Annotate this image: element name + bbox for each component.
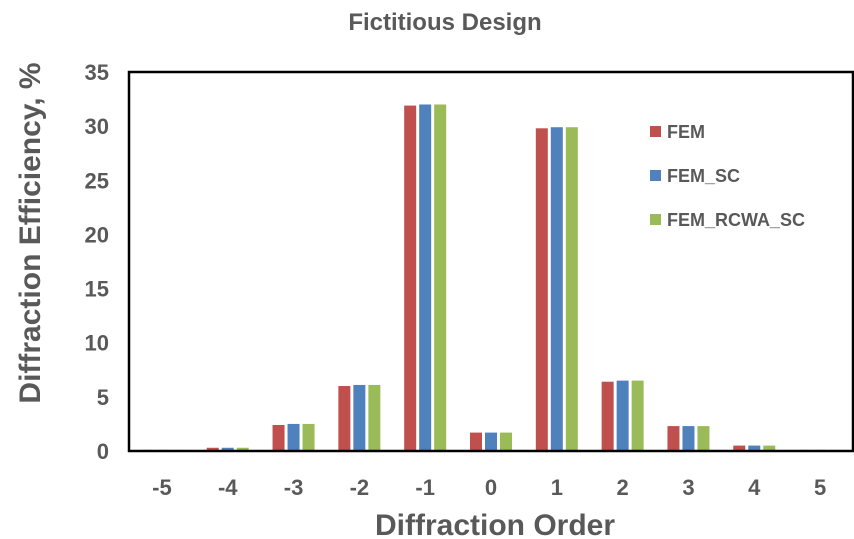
legend-label-fem-rcwa-sc: FEM_RCWA_SC bbox=[667, 210, 805, 230]
bar-fem-sc-3 bbox=[682, 426, 695, 451]
x-tick-label: 2 bbox=[617, 475, 629, 500]
bar-fem-sc--2 bbox=[353, 384, 366, 451]
legend-swatch-fem bbox=[650, 126, 661, 137]
bar-fem-rcwa-sc-0 bbox=[500, 432, 512, 451]
bar-fem-3 bbox=[667, 426, 680, 451]
bar-fem--3 bbox=[272, 425, 285, 451]
plot-frame bbox=[127, 70, 854, 453]
bar-fem--4 bbox=[206, 447, 219, 451]
bar-fem-sc--1 bbox=[419, 104, 432, 451]
x-tick-label: -5 bbox=[152, 475, 172, 500]
bar-fem-rcwa-sc-3 bbox=[697, 426, 710, 451]
bar-fem--2 bbox=[338, 386, 351, 451]
legend-swatch-fem-sc bbox=[650, 170, 661, 181]
legend-label-fem: FEM bbox=[667, 122, 705, 142]
x-tick-label: 4 bbox=[748, 475, 761, 500]
y-tick-label: 5 bbox=[97, 385, 109, 410]
y-tick-label: 25 bbox=[85, 168, 109, 193]
legend-swatch-fem-rcwa-sc bbox=[650, 214, 661, 225]
x-tick-label: -1 bbox=[415, 475, 435, 500]
bar-fem-rcwa-sc-4 bbox=[763, 445, 776, 451]
bar-fem-1 bbox=[535, 128, 548, 451]
plot-area: 0 5 10 15 20 25 30 35 -5 -4 -3 -2 -1 0 1 2 3 4 5 bbox=[85, 60, 854, 500]
x-tick-label: -4 bbox=[218, 475, 238, 500]
y-tick-label: 0 bbox=[97, 439, 109, 464]
y-tick-label: 35 bbox=[85, 60, 109, 85]
bar-fem--1 bbox=[404, 105, 417, 451]
y-tick-label: 20 bbox=[85, 222, 109, 247]
x-tick-label: -2 bbox=[350, 475, 370, 500]
bar-fem-sc--3 bbox=[287, 423, 300, 451]
bar-fem-sc-0 bbox=[485, 432, 497, 451]
x-axis-label: Diffraction Order bbox=[375, 509, 615, 539]
legend: FEM FEM_SC FEM_RCWA_SC bbox=[650, 122, 805, 230]
bar-fem-rcwa-sc--2 bbox=[368, 384, 381, 451]
bar-fem-rcwa-sc--3 bbox=[302, 423, 315, 451]
bar-fem-sc-1 bbox=[550, 127, 563, 452]
x-tick-label: 0 bbox=[485, 475, 497, 500]
x-tick-label: 5 bbox=[814, 475, 826, 500]
legend-label-fem-sc: FEM_SC bbox=[667, 166, 740, 186]
x-tick-label: 3 bbox=[682, 475, 694, 500]
chart-title: Fictitious Design bbox=[348, 9, 541, 36]
bar-fem-rcwa-sc--1 bbox=[434, 104, 447, 451]
y-axis-label: Diffraction Efficiency, % bbox=[14, 62, 47, 403]
x-tick-label: 1 bbox=[551, 475, 563, 500]
bar-fem-rcwa-sc-2 bbox=[631, 380, 644, 451]
bar-fem-rcwa-sc--4 bbox=[236, 447, 249, 451]
bar-fem-4 bbox=[733, 445, 746, 451]
bar-fem-2 bbox=[601, 381, 614, 451]
x-tick-label: -3 bbox=[284, 475, 304, 500]
y-tick-label: 30 bbox=[85, 114, 109, 139]
bar-fem-sc--4 bbox=[221, 447, 234, 451]
bar-fem-0 bbox=[470, 432, 482, 451]
y-tick-label: 15 bbox=[85, 277, 109, 302]
y-tick-label: 10 bbox=[85, 331, 109, 356]
bar-fem-sc-2 bbox=[616, 380, 629, 451]
bar-fem-sc-4 bbox=[748, 445, 761, 451]
bar-fem-rcwa-sc-1 bbox=[565, 127, 578, 452]
